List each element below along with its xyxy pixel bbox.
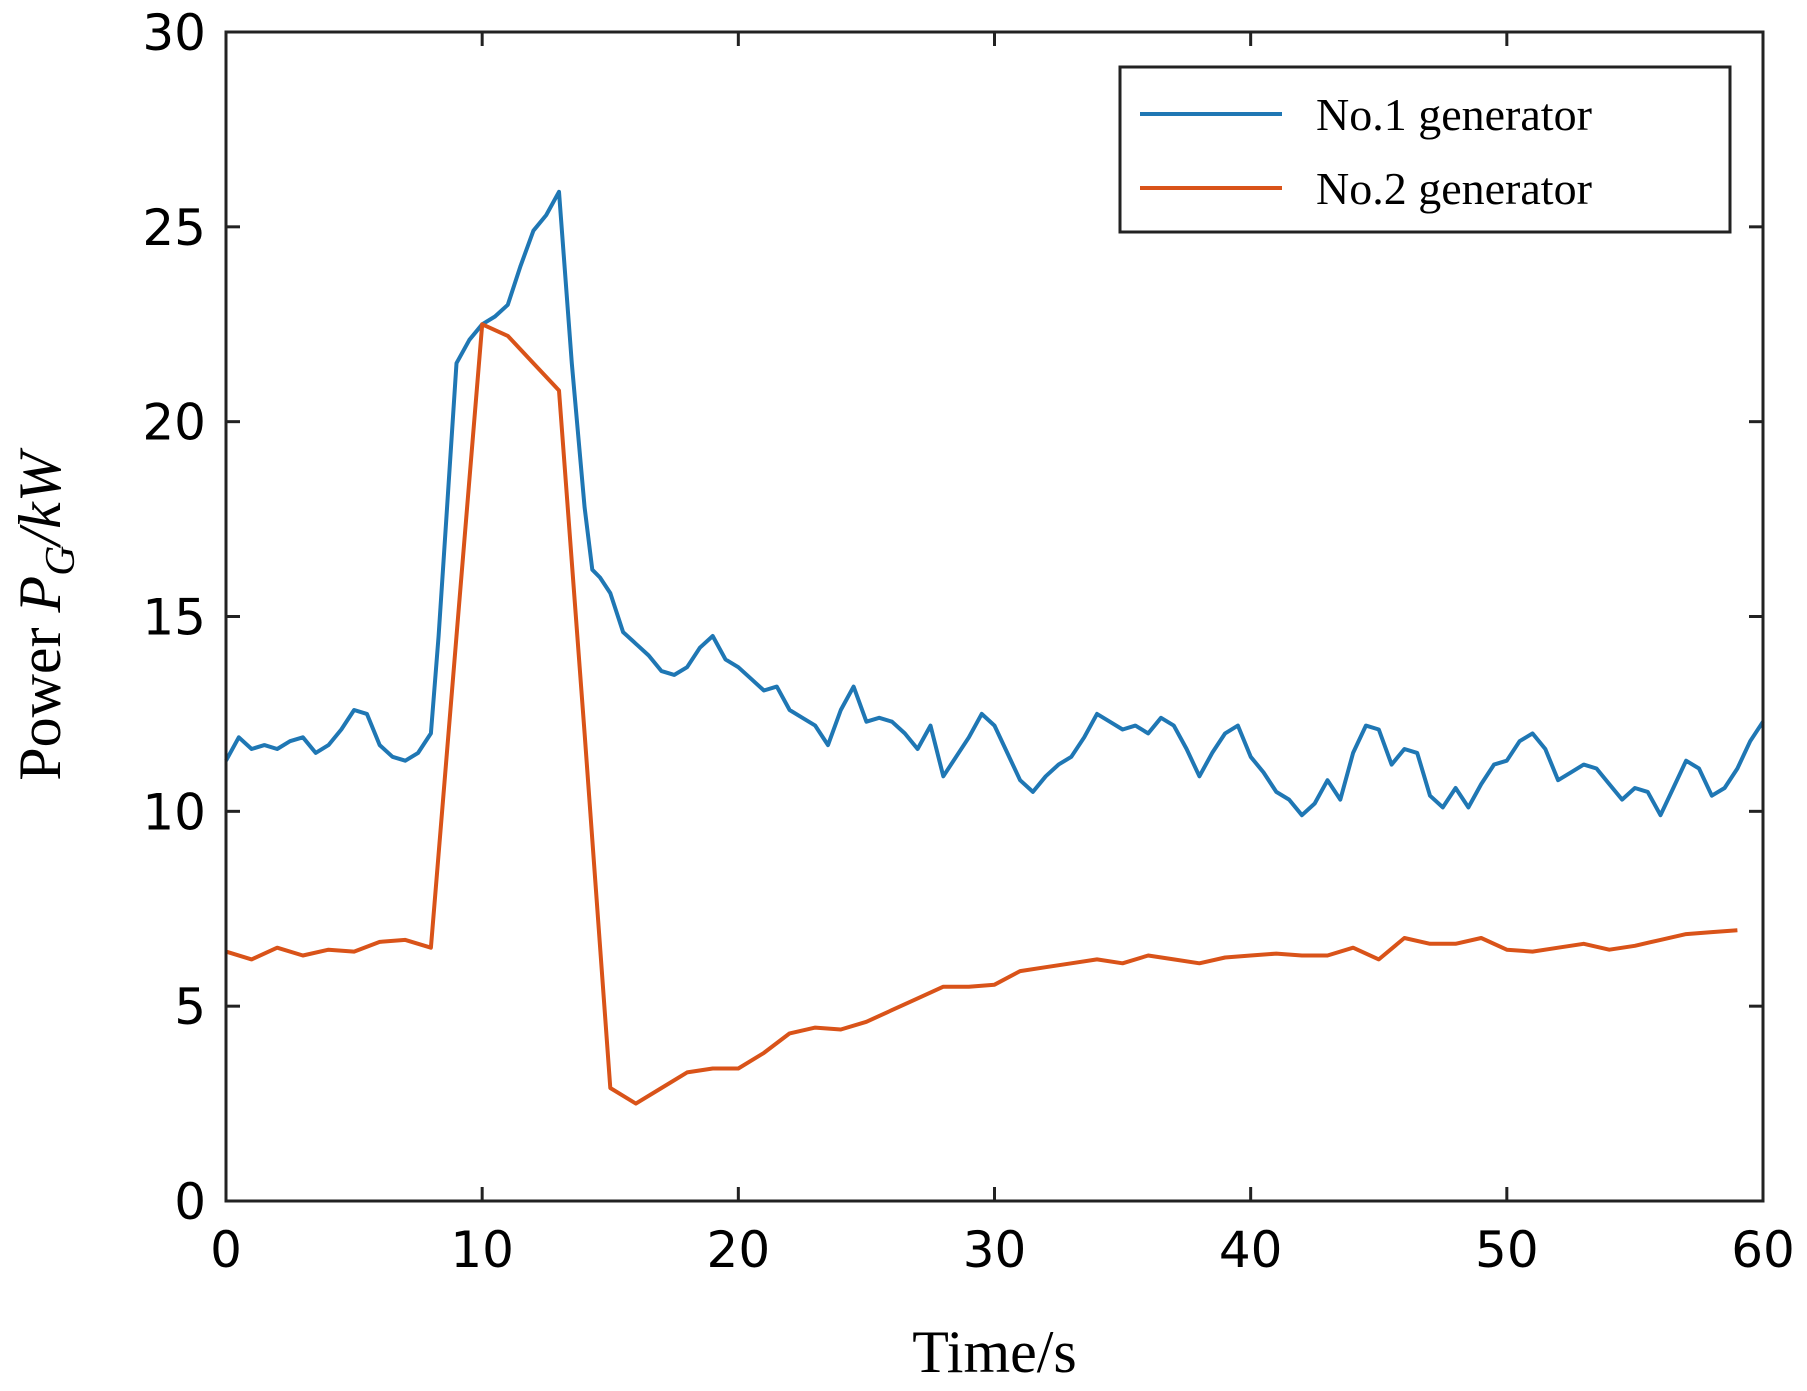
x-tick-label: 20	[707, 1221, 771, 1279]
y-tick-label: 20	[142, 394, 206, 452]
tick-labels: 0 10 20 30 40 50 60 0 5 10 15 20 25 30	[142, 4, 1794, 1279]
y-tick-label: 25	[142, 199, 206, 257]
y-tick-label: 15	[142, 589, 206, 647]
series-line-no1	[224, 189, 1765, 818]
y-axis-title-prefix: Power	[7, 612, 73, 780]
x-tick-label: 50	[1475, 1221, 1539, 1279]
y-axis-title-symbol: P	[7, 576, 73, 614]
x-tick-label: 10	[450, 1221, 514, 1279]
legend-label-no1: No.1 generator	[1316, 89, 1592, 140]
ticks-layer	[224, 30, 1765, 1203]
x-axis-title: Time/s	[912, 1319, 1077, 1385]
y-tick-label: 10	[142, 783, 206, 841]
x-tick-label: 60	[1731, 1221, 1795, 1279]
y-axis-title-suffix: /kW	[7, 447, 73, 548]
series-line-no2	[225, 322, 1738, 1106]
legend-label-no2: No.2 generator	[1316, 163, 1592, 214]
y-axis-title-subscript: G	[38, 545, 84, 575]
x-tick-label: 40	[1219, 1221, 1283, 1279]
y-tick-label: 5	[174, 978, 206, 1036]
y-tick-label: 30	[142, 4, 206, 62]
x-tick-label: 0	[210, 1221, 242, 1279]
y-tick-label: 0	[174, 1173, 206, 1231]
series-layer	[224, 189, 1765, 1106]
legend-box	[1118, 65, 1732, 234]
y-axis-title: Power PG/kW	[7, 447, 84, 781]
x-tick-label: 30	[963, 1221, 1027, 1279]
legend: No.1 generator No.2 generator	[1118, 65, 1732, 234]
